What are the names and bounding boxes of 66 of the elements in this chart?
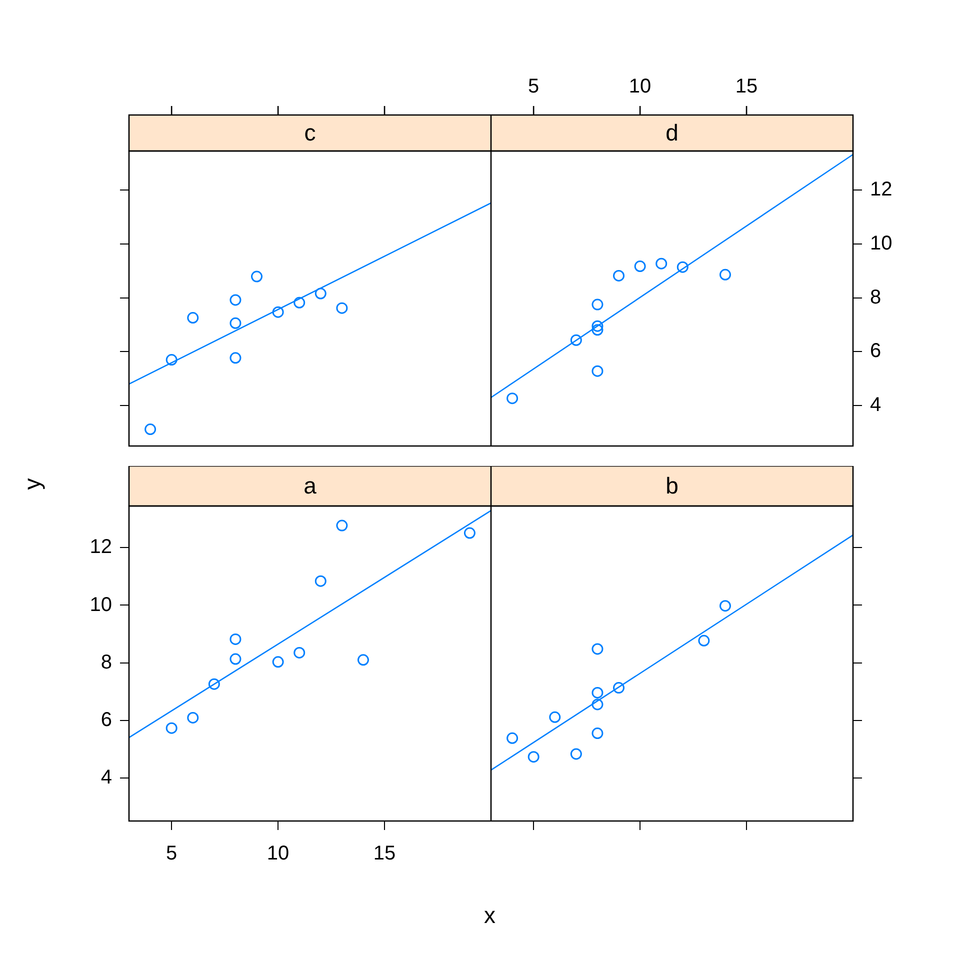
point	[230, 633, 242, 645]
chart-title: d	[666, 119, 678, 146]
x-tick-label: 5	[166, 842, 178, 865]
point	[251, 270, 263, 282]
point	[634, 260, 646, 272]
point	[314, 575, 326, 587]
point	[719, 600, 731, 612]
y-tick-label: 12	[870, 178, 892, 201]
y-tick-label: 12	[90, 536, 112, 558]
x-tick-label: 15	[373, 842, 396, 865]
y-tick-label: 10	[870, 232, 892, 254]
point	[272, 656, 284, 668]
point	[144, 424, 156, 436]
point	[592, 324, 604, 336]
point	[314, 288, 326, 300]
point	[592, 320, 604, 332]
point	[570, 334, 582, 346]
y-tick-label: 10	[90, 594, 112, 616]
point	[294, 296, 306, 308]
point	[357, 654, 369, 666]
y-tick-label: 8	[870, 286, 882, 308]
point	[613, 682, 625, 694]
point	[230, 294, 242, 306]
point	[506, 732, 518, 744]
point	[336, 302, 348, 314]
y-tick-label: 6	[100, 708, 112, 731]
point	[592, 728, 604, 740]
x-axis-title: x	[484, 902, 496, 928]
y-tick-label: 6	[870, 340, 882, 362]
point	[592, 686, 604, 698]
point	[506, 392, 518, 404]
y-tick-label: 8	[100, 651, 112, 674]
point	[570, 748, 582, 760]
x-tick-label: 10	[266, 842, 290, 865]
point	[549, 711, 561, 723]
point	[592, 698, 604, 710]
point	[294, 646, 306, 658]
chart-title: c	[304, 119, 316, 146]
point	[592, 365, 604, 377]
x-tick-label: 15	[735, 76, 758, 98]
chart-title: b	[666, 472, 678, 498]
point	[719, 268, 731, 280]
point	[676, 261, 688, 273]
chart-title: a	[304, 472, 317, 498]
point	[613, 270, 625, 282]
point	[592, 298, 604, 310]
point	[208, 678, 220, 690]
point	[230, 317, 242, 329]
y-tick-label: 4	[100, 766, 112, 788]
point	[187, 712, 199, 724]
point	[272, 306, 284, 318]
x-tick-label: 5	[528, 76, 540, 98]
point	[187, 312, 199, 324]
y-tick-label: 4	[870, 394, 882, 416]
point	[230, 653, 242, 665]
point	[166, 354, 178, 366]
point	[166, 722, 178, 734]
point	[464, 527, 476, 539]
point	[656, 258, 668, 270]
y-axis-title: y	[18, 478, 45, 490]
x-tick-label: 10	[628, 76, 652, 98]
point	[336, 520, 348, 532]
point	[592, 643, 604, 655]
point	[230, 352, 242, 364]
point	[698, 634, 710, 646]
point	[528, 751, 540, 763]
